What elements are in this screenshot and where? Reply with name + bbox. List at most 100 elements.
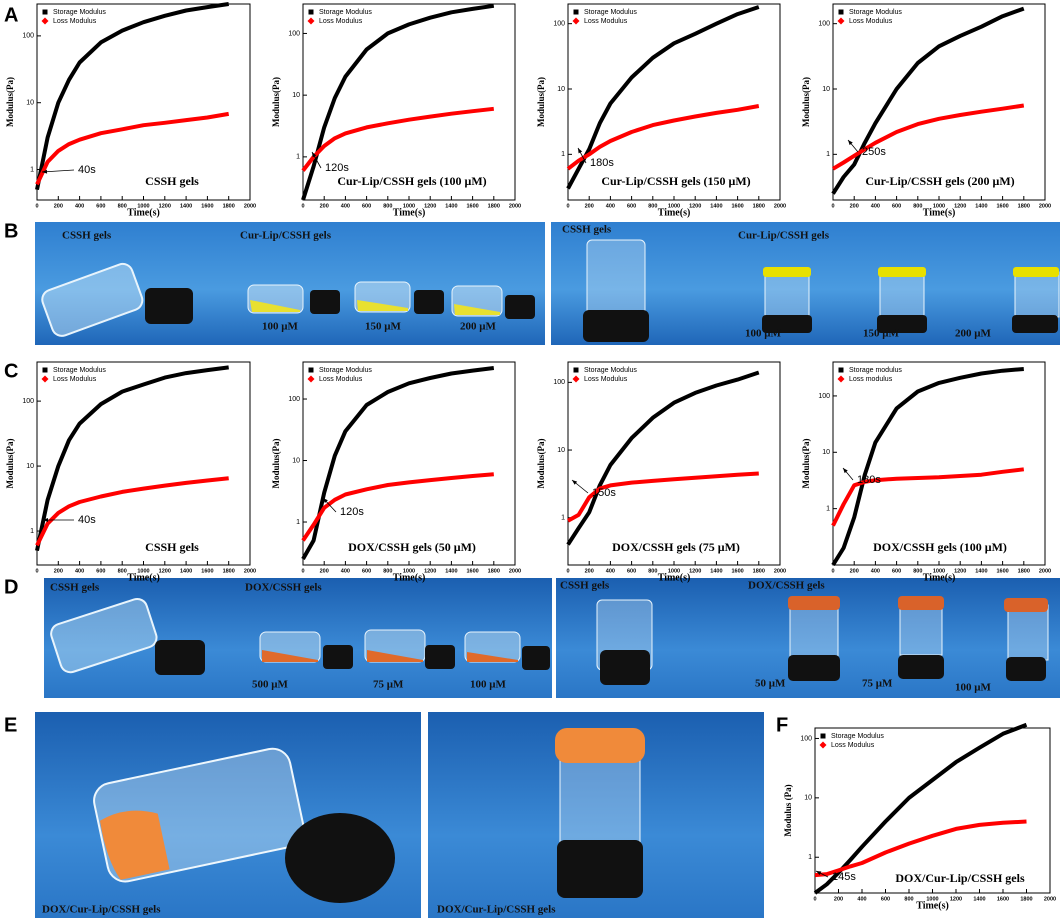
- plot-frame: [568, 4, 780, 200]
- x-tick-label: 800: [118, 203, 127, 209]
- x-tick-label: 1600: [731, 568, 743, 574]
- x-axis-title: Time(s): [127, 572, 160, 583]
- x-tick-label: 800: [118, 568, 127, 574]
- x-tick-label: 0: [35, 568, 38, 574]
- x-tick-label: 1200: [689, 203, 701, 209]
- legend-label: Storage Modulus: [319, 367, 372, 374]
- x-tick-label: 1200: [159, 568, 171, 574]
- y-tick-label: 100: [553, 21, 565, 28]
- x-tick-label: 200: [585, 568, 594, 574]
- legend-label: Storage Modulus: [831, 733, 884, 740]
- legend-swatch: [573, 376, 580, 383]
- photo-label: DOX/Cur-Lip/CSSH gels: [437, 904, 556, 916]
- photo-label: 200 μM: [955, 328, 991, 340]
- x-tick-label: 1800: [753, 568, 765, 574]
- plot-frame: [37, 362, 250, 565]
- x-tick-label: 1600: [201, 203, 213, 209]
- y-tick-label: 100: [818, 21, 830, 28]
- photo-label: 100 μM: [955, 682, 991, 694]
- photo-label: 100 μM: [745, 328, 781, 340]
- x-tick-label: 2000: [1039, 568, 1051, 574]
- x-tick-label: 1600: [201, 568, 213, 574]
- crossover-label: 150s: [592, 487, 616, 499]
- annotation-arrowhead: [576, 147, 582, 153]
- photo-label: 150 μM: [365, 321, 401, 333]
- x-tick-label: 1400: [973, 896, 985, 902]
- x-tick-label: 400: [341, 203, 350, 209]
- plot-frame: [568, 362, 780, 565]
- photo-label: DOX/CSSH gels: [748, 580, 825, 592]
- legend-label: Storage Modulus: [584, 367, 637, 374]
- crossover-label: 250s: [862, 146, 886, 158]
- x-tick-label: 1400: [975, 203, 987, 209]
- x-tick-label: 1200: [424, 203, 436, 209]
- x-tick-label: 1400: [180, 203, 192, 209]
- x-tick-label: 600: [96, 568, 105, 574]
- photo-e-right: [428, 712, 764, 918]
- y-axis-title: Modulus(Pa): [271, 438, 281, 488]
- series-line: [833, 9, 1024, 194]
- x-tick-label: 800: [383, 568, 392, 574]
- x-tick-label: 2000: [1039, 203, 1051, 209]
- x-axis-title: Time(s): [658, 207, 691, 218]
- x-tick-label: 400: [75, 568, 84, 574]
- x-tick-label: 200: [850, 203, 859, 209]
- x-tick-label: 1600: [996, 203, 1008, 209]
- photo-label: 100 μM: [470, 679, 506, 691]
- series-line: [37, 4, 229, 190]
- y-tick-label: 1: [826, 505, 830, 512]
- x-tick-label: 2000: [774, 568, 786, 574]
- legend-label: Storage Modulus: [584, 9, 637, 16]
- legend-swatch: [574, 10, 579, 15]
- x-tick-label: 0: [35, 203, 38, 209]
- y-tick-label: 10: [292, 92, 300, 99]
- plot-frame: [833, 4, 1045, 200]
- legend-label: Storage Modulus: [53, 367, 106, 374]
- legend-swatch: [43, 10, 48, 15]
- x-axis-title: Time(s): [923, 572, 956, 583]
- y-axis-title: Modulus(Pa): [801, 77, 811, 127]
- x-tick-label: 2000: [774, 203, 786, 209]
- y-tick-label: 100: [553, 379, 565, 386]
- x-tick-label: 200: [585, 203, 594, 209]
- x-tick-label: 400: [871, 568, 880, 574]
- legend-label: Loss Modulus: [53, 18, 97, 25]
- series-line: [37, 114, 229, 184]
- photo-e-left: [35, 712, 421, 918]
- series-line: [833, 106, 1024, 169]
- y-tick-label: 1: [561, 515, 565, 522]
- x-tick-label: 400: [606, 568, 615, 574]
- y-tick-label: 10: [557, 447, 565, 454]
- crossover-label: 120s: [340, 506, 364, 518]
- legend-label: Loss Modulus: [831, 742, 875, 749]
- photo-label: 200 μM: [460, 321, 496, 333]
- x-tick-label: 1800: [223, 203, 235, 209]
- x-tick-label: 600: [892, 568, 901, 574]
- x-tick-label: 0: [831, 203, 834, 209]
- photo-label: CSSH gels: [560, 580, 610, 592]
- y-tick-label: 10: [804, 795, 812, 802]
- x-tick-label: 600: [362, 568, 371, 574]
- sample-label: DOX/CSSH gels (75 μM): [612, 540, 740, 554]
- y-tick-label: 1: [808, 854, 812, 861]
- x-tick-label: 1200: [950, 896, 962, 902]
- x-axis-title: Time(s): [393, 572, 426, 583]
- x-tick-label: 1400: [180, 568, 192, 574]
- legend-label: Storage modulus: [849, 367, 902, 374]
- x-tick-label: 600: [96, 203, 105, 209]
- legend-swatch: [309, 368, 314, 373]
- crossover-label: 120s: [325, 162, 349, 174]
- photo-label: DOX/CSSH gels: [245, 582, 322, 594]
- legend-swatch: [820, 742, 827, 749]
- x-tick-label: 200: [320, 568, 329, 574]
- sample-label: CSSH gels: [145, 174, 199, 188]
- legend-label: Loss modulus: [849, 376, 893, 383]
- x-tick-label: 800: [913, 568, 922, 574]
- x-tick-label: 800: [904, 896, 913, 902]
- series-line: [833, 369, 1024, 565]
- chart: 1101000200400600800100012001400160018002…: [271, 362, 521, 583]
- y-axis-title: Modulus(Pa): [5, 77, 15, 127]
- y-tick-label: 1: [561, 151, 565, 158]
